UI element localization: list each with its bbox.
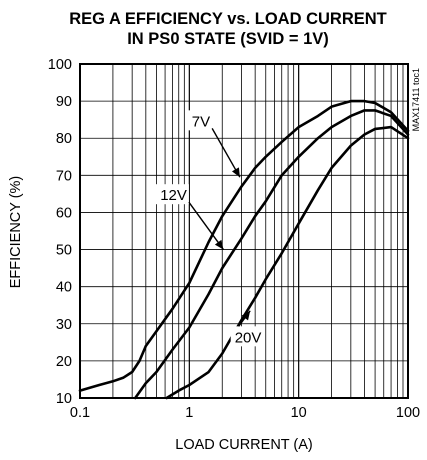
annotation-arrowhead: [231, 167, 240, 178]
tick-labels: 0.1 1 10 100 10 20 30 40 50 60 70 80 90 100: [48, 57, 420, 421]
annotation-arrowhead: [214, 239, 224, 250]
annotation-label-20v: 20V: [235, 329, 262, 346]
plot-frame: [79, 63, 409, 399]
y-tick-label: 40: [56, 280, 72, 296]
y-tick-label: 80: [56, 131, 72, 147]
series-line-20v: [165, 125, 410, 400]
x-tick-label: 100: [396, 405, 420, 421]
annotation-label-7v: 7V: [192, 113, 210, 130]
series-line-12v: [133, 109, 410, 400]
annotation-bg: [230, 326, 264, 347]
y-tick-label: 70: [56, 168, 72, 184]
annotation-label-12v: 12V: [160, 187, 187, 204]
chart-title-line-2: IN PS0 STATE (SVID = 1V): [127, 30, 329, 48]
annotation-arrowhead: [241, 310, 251, 321]
annotation-bg: [155, 184, 189, 205]
annotation-arrow-line: [211, 128, 241, 178]
y-tick-label: 30: [56, 317, 72, 333]
y-tick-label: 60: [56, 205, 72, 221]
y-tick-label: 50: [56, 243, 72, 259]
y-tick-label: 20: [56, 354, 72, 370]
y-axis-label: EFFICIENCY (%): [8, 176, 24, 289]
annotation-group: 7V 12V 20V: [155, 110, 264, 347]
x-tick-label: 10: [291, 405, 307, 421]
series-group: [78, 99, 410, 400]
x-tick-label: 0.1: [70, 405, 90, 421]
y-tick-label: 100: [48, 57, 72, 73]
x-axis-label: LOAD CURRENT (A): [175, 437, 313, 453]
figure-code: MAX17411 toc1: [411, 68, 421, 131]
y-tick-label: 10: [56, 391, 72, 407]
annotation-arrow-line: [188, 201, 224, 250]
grid: [80, 64, 408, 398]
chart-title-line-1: REG A EFFICIENCY vs. LOAD CURRENT: [69, 10, 387, 28]
annotation-bg: [188, 110, 213, 131]
y-tick-label: 90: [56, 94, 72, 110]
x-tick-label: 1: [185, 405, 193, 421]
series-line-7v: [78, 99, 410, 392]
